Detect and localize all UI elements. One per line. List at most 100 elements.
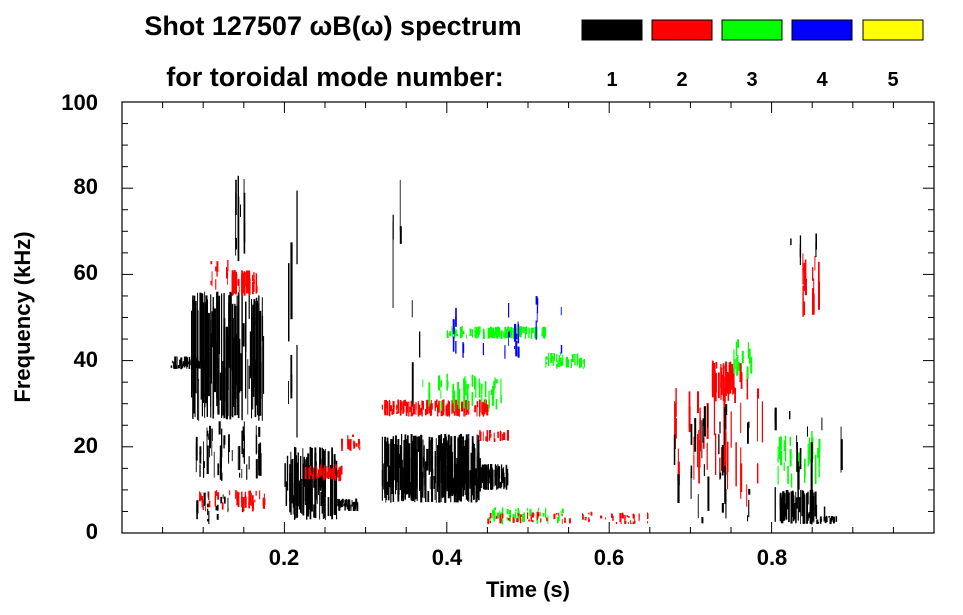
spectral-point <box>399 400 402 414</box>
spectral-point <box>547 515 549 524</box>
spectral-point <box>213 451 215 478</box>
spectral-point <box>488 390 490 407</box>
spectral-point <box>263 505 265 509</box>
spectral-point <box>356 503 358 509</box>
spectral-point <box>735 442 737 487</box>
spectral-point <box>814 256 816 271</box>
spectral-point <box>778 453 781 460</box>
spectral-point <box>419 444 421 479</box>
spectral-point <box>690 465 693 479</box>
spectral-point <box>212 297 214 419</box>
spectral-point <box>407 452 409 481</box>
spectral-point <box>521 327 523 334</box>
spectral-point <box>810 442 813 463</box>
spectral-point <box>286 455 289 491</box>
spectral-point <box>761 401 763 443</box>
spectral-point <box>611 514 613 517</box>
spectral-point <box>386 403 389 416</box>
x-tick-label-0.6: 0.6 <box>594 545 625 570</box>
spectral-point <box>452 478 455 495</box>
spectral-point <box>300 456 302 513</box>
spectral-point <box>332 467 335 480</box>
spectral-point <box>815 242 817 258</box>
spectral-point <box>411 362 414 407</box>
spectral-point <box>726 372 729 394</box>
mode-1-region <box>195 421 262 481</box>
spectral-point <box>419 404 421 415</box>
spectral-point <box>431 405 432 416</box>
spectral-point <box>497 326 499 335</box>
spectral-point <box>392 436 395 502</box>
spectral-point <box>465 403 468 416</box>
spectral-point <box>479 458 481 492</box>
spectral-point <box>235 276 237 295</box>
spectral-point <box>731 371 733 390</box>
spectral-point <box>330 492 332 517</box>
spectral-point <box>216 269 218 277</box>
spectral-point <box>345 500 348 506</box>
spectral-point <box>210 294 212 418</box>
spectral-point <box>401 433 403 501</box>
mode-2-region <box>487 511 649 525</box>
mode-1-region <box>337 498 359 512</box>
spectral-point <box>512 517 515 523</box>
spectral-point <box>439 439 442 462</box>
spectral-point <box>527 507 528 512</box>
spectral-point <box>202 499 204 510</box>
spectral-point <box>725 384 728 394</box>
spectral-point <box>503 432 505 434</box>
spectral-point <box>421 408 423 417</box>
spectral-point <box>296 344 298 438</box>
mode-1-region <box>816 515 838 525</box>
spectral-point <box>450 449 452 503</box>
spectral-point <box>249 278 251 295</box>
spectral-point <box>574 354 576 362</box>
spectral-point <box>530 327 533 339</box>
spectral-point <box>724 407 726 446</box>
spectral-point <box>205 379 207 402</box>
spectral-point <box>780 438 781 453</box>
spectral-point <box>555 513 558 515</box>
spectral-point <box>255 273 257 294</box>
spectral-point <box>474 405 477 413</box>
spectral-point <box>296 190 298 265</box>
spectral-point <box>818 438 821 453</box>
spectral-point <box>432 468 434 480</box>
spectral-point <box>477 440 480 492</box>
spectral-point <box>352 434 354 437</box>
spectral-point <box>559 352 562 356</box>
spectral-point <box>390 443 392 503</box>
spectral-point <box>784 503 786 517</box>
spectral-point <box>488 328 491 339</box>
spectral-point <box>322 468 325 479</box>
spectral-point <box>481 466 484 483</box>
spectral-point <box>429 440 431 472</box>
spectral-point <box>638 516 640 521</box>
spectral-point <box>327 497 330 516</box>
spectral-point <box>783 440 785 452</box>
spectral-point <box>304 459 306 501</box>
spectral-point <box>535 332 537 337</box>
spectral-point <box>452 402 455 413</box>
spectral-point <box>482 403 485 417</box>
spectral-point <box>249 490 252 505</box>
spectral-point <box>319 467 321 477</box>
spectral-point <box>187 361 190 365</box>
spectral-point <box>487 327 490 339</box>
mode-2-region <box>479 429 509 443</box>
spectral-point <box>824 518 827 524</box>
spectral-point <box>199 464 201 477</box>
spectral-point <box>194 385 196 417</box>
spectral-point <box>428 436 431 466</box>
spectral-point <box>702 423 704 443</box>
spectral-point <box>516 518 519 523</box>
spectral-point <box>337 498 339 507</box>
spectral-point <box>486 404 489 416</box>
spectral-point <box>552 360 555 364</box>
spectral-point <box>233 337 235 407</box>
spectral-point <box>243 192 246 243</box>
spectral-point <box>488 433 491 441</box>
spectral-point <box>747 422 749 444</box>
spectral-point <box>250 493 252 506</box>
spectral-point <box>830 516 833 522</box>
